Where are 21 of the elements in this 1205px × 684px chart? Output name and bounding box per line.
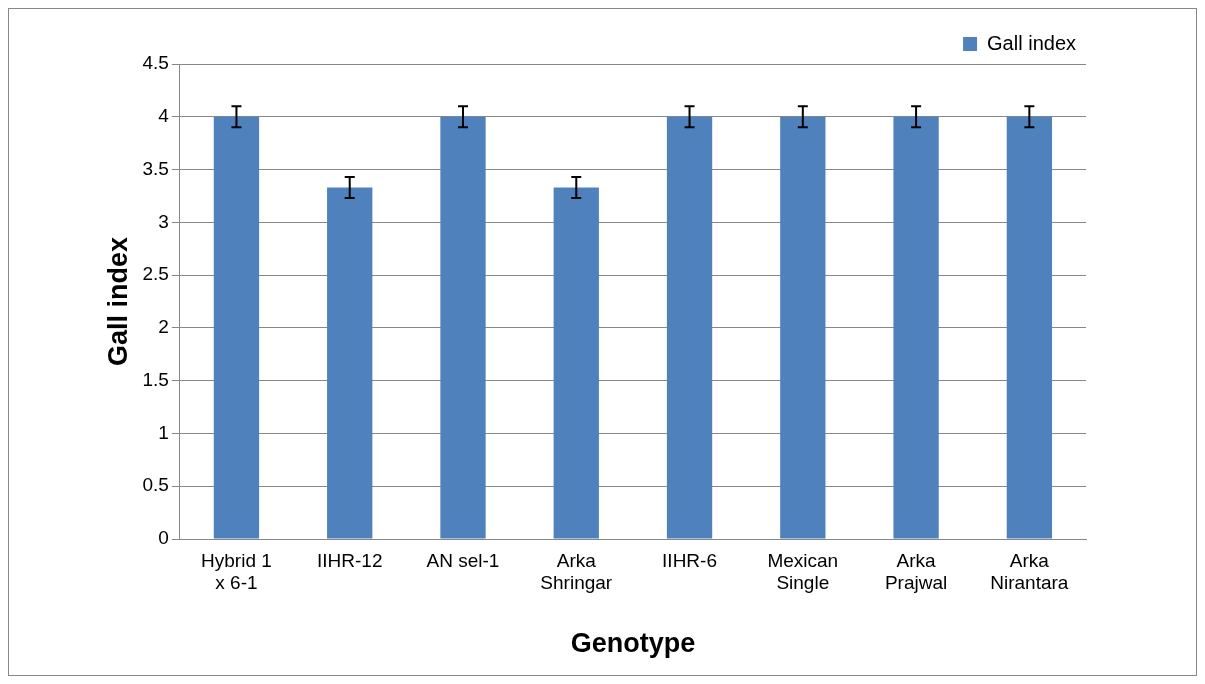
y-axis-title: Gall index xyxy=(102,236,133,367)
y-tick-label: 3 xyxy=(158,210,169,232)
y-tick-label: 3.5 xyxy=(142,157,169,179)
x-tick-label: Arka Shringar xyxy=(540,549,613,594)
x-tick-label: IIHR-12 xyxy=(316,549,383,571)
legend-label: Gall index xyxy=(987,31,1076,54)
y-tick-label: 4 xyxy=(158,105,170,127)
y-tick-label: 0.5 xyxy=(142,474,169,496)
y-tick-label: 1 xyxy=(158,421,169,443)
x-tick-label: Arka Prajwal xyxy=(884,549,948,594)
x-axis-title: Genotype xyxy=(570,628,696,659)
x-tick-label: Arka Nirantara xyxy=(990,549,1069,594)
y-tick-label: 1.5 xyxy=(142,368,169,390)
x-tick-label: Mexican Single xyxy=(767,549,839,594)
x-tick-label: Hybrid 1 x 6-1 xyxy=(201,549,272,594)
x-tick-label: AN sel-1 xyxy=(426,549,500,571)
y-tick-label: 2.5 xyxy=(142,263,169,285)
y-tick-label: 0 xyxy=(158,527,169,549)
y-tick-label: 2 xyxy=(158,316,169,338)
x-tick-label: IIHR-6 xyxy=(662,549,717,571)
y-tick-label: 4.5 xyxy=(142,52,169,74)
